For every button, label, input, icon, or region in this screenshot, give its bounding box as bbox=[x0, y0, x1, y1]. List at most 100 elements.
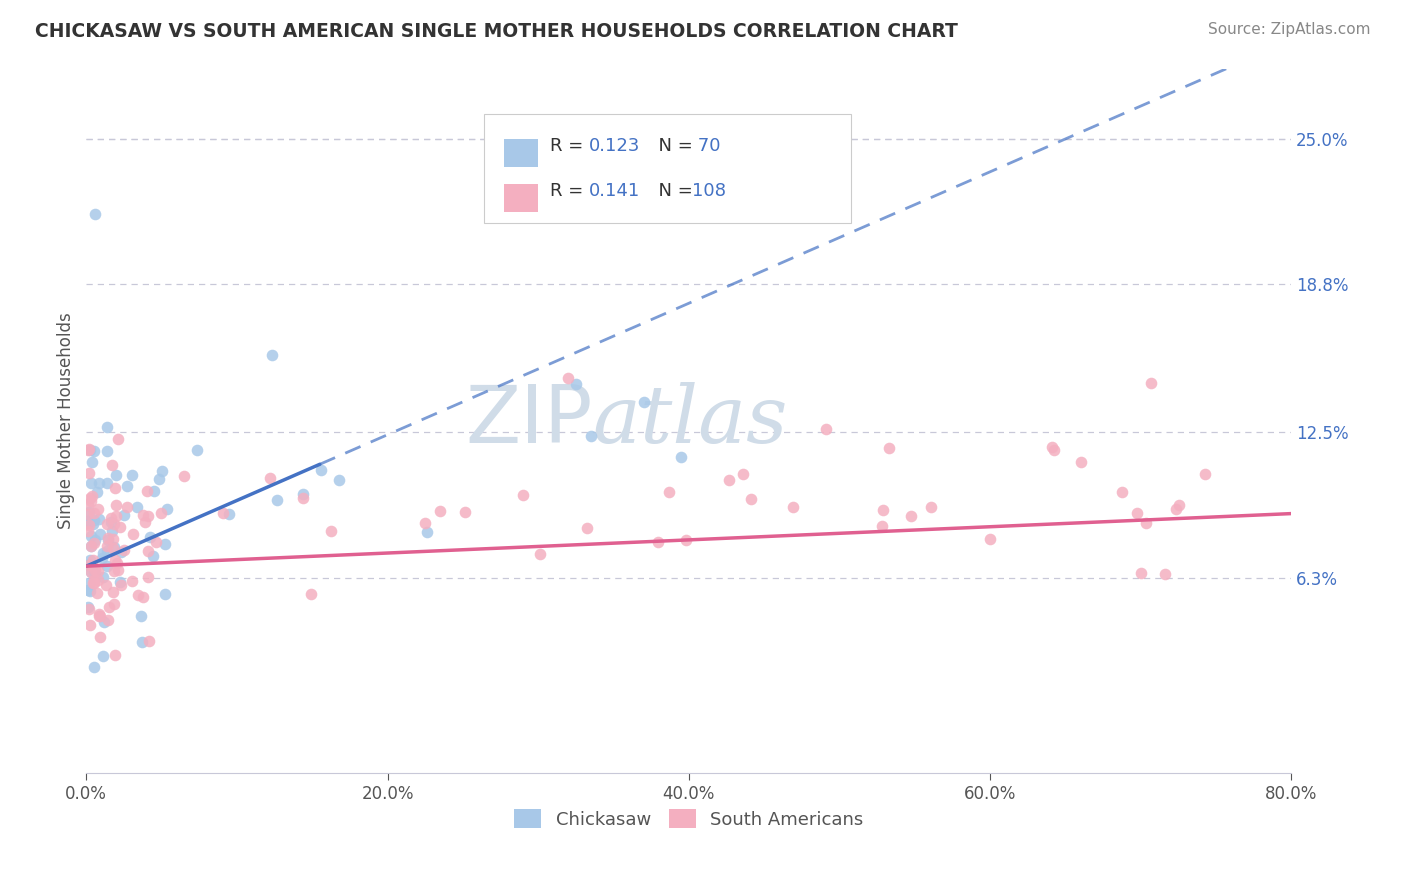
Point bbox=[103, 540, 125, 554]
Point bbox=[117, 500, 139, 514]
Point bbox=[89, 609, 111, 624]
Text: N =: N = bbox=[647, 182, 699, 201]
Point bbox=[77, 442, 100, 456]
Text: 0.141: 0.141 bbox=[589, 182, 640, 201]
Point bbox=[138, 634, 160, 648]
Point bbox=[112, 508, 135, 522]
Point bbox=[1168, 498, 1191, 512]
Point bbox=[76, 515, 98, 529]
Point bbox=[740, 491, 762, 506]
Point bbox=[416, 524, 439, 539]
FancyBboxPatch shape bbox=[505, 184, 538, 211]
Point bbox=[100, 510, 122, 524]
Point bbox=[89, 630, 111, 644]
Point bbox=[80, 455, 103, 469]
Point bbox=[579, 429, 602, 443]
Point bbox=[79, 553, 101, 567]
Point bbox=[91, 569, 114, 583]
Point bbox=[76, 516, 98, 530]
Point bbox=[557, 371, 579, 385]
Point bbox=[83, 660, 105, 674]
Point bbox=[127, 500, 149, 514]
Point bbox=[77, 466, 100, 480]
Point bbox=[132, 590, 155, 604]
Point bbox=[86, 564, 108, 578]
Point bbox=[87, 502, 110, 516]
Point bbox=[104, 553, 127, 567]
Point bbox=[131, 635, 153, 649]
Point bbox=[96, 544, 118, 558]
Point bbox=[87, 511, 110, 525]
Point bbox=[121, 467, 143, 482]
Point bbox=[108, 574, 131, 589]
Point bbox=[96, 539, 118, 553]
Point bbox=[80, 494, 103, 508]
Point bbox=[429, 504, 451, 518]
Point bbox=[136, 509, 159, 524]
Point bbox=[87, 607, 110, 621]
Point bbox=[564, 377, 586, 392]
Point bbox=[658, 484, 681, 499]
Text: 0.123: 0.123 bbox=[589, 137, 640, 155]
Point bbox=[79, 565, 101, 579]
Point bbox=[101, 524, 124, 538]
Point bbox=[89, 475, 111, 490]
Point bbox=[100, 458, 122, 473]
Point bbox=[122, 526, 145, 541]
Point bbox=[1040, 440, 1063, 454]
Text: R =: R = bbox=[550, 182, 589, 201]
Point bbox=[156, 501, 179, 516]
Point bbox=[94, 578, 117, 592]
Point bbox=[96, 420, 118, 434]
Point bbox=[108, 520, 131, 534]
Point bbox=[105, 468, 128, 483]
Point bbox=[671, 450, 693, 464]
Point bbox=[96, 476, 118, 491]
Point bbox=[103, 598, 125, 612]
Point bbox=[97, 613, 120, 627]
Point bbox=[79, 618, 101, 632]
Point bbox=[150, 506, 173, 520]
Point bbox=[328, 473, 350, 487]
Point bbox=[529, 547, 551, 561]
Point bbox=[900, 509, 922, 524]
Text: ZIP: ZIP bbox=[465, 382, 592, 459]
Point bbox=[76, 558, 98, 573]
Point bbox=[96, 517, 118, 532]
Y-axis label: Single Mother Households: Single Mother Households bbox=[58, 312, 75, 529]
Point bbox=[76, 582, 98, 597]
Point bbox=[97, 531, 120, 545]
Point bbox=[454, 505, 477, 519]
Point bbox=[512, 488, 534, 502]
Point bbox=[1164, 502, 1187, 516]
Text: atlas: atlas bbox=[592, 382, 787, 459]
Point bbox=[155, 537, 177, 551]
Point bbox=[815, 422, 838, 436]
Point bbox=[83, 533, 105, 548]
Point bbox=[309, 463, 332, 477]
Point bbox=[145, 535, 167, 549]
FancyBboxPatch shape bbox=[484, 114, 852, 224]
Point bbox=[76, 443, 98, 458]
Point bbox=[870, 519, 893, 533]
Point bbox=[80, 559, 103, 574]
Point bbox=[86, 485, 108, 500]
Point bbox=[136, 569, 159, 583]
Point bbox=[79, 584, 101, 599]
Point bbox=[920, 500, 942, 514]
Point bbox=[97, 533, 120, 547]
Point bbox=[82, 575, 104, 590]
Point bbox=[155, 587, 177, 601]
Point bbox=[83, 565, 105, 579]
Point bbox=[127, 588, 149, 602]
Point bbox=[259, 471, 281, 485]
Text: CHICKASAW VS SOUTH AMERICAN SINGLE MOTHER HOUSEHOLDS CORRELATION CHART: CHICKASAW VS SOUTH AMERICAN SINGLE MOTHE… bbox=[35, 22, 957, 41]
Point bbox=[98, 599, 121, 614]
Point bbox=[877, 441, 900, 455]
Point bbox=[80, 565, 103, 579]
Point bbox=[83, 536, 105, 550]
Point bbox=[79, 443, 101, 458]
Point bbox=[148, 472, 170, 486]
Point bbox=[212, 506, 235, 520]
Point bbox=[266, 493, 288, 508]
